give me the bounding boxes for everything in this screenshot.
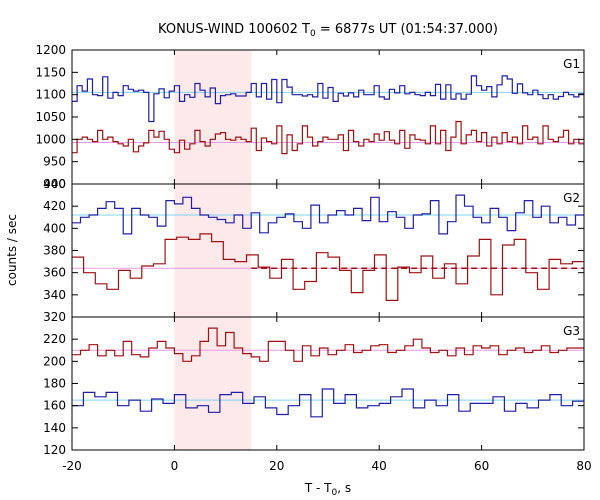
- y-axis-label: counts / sec: [5, 214, 19, 286]
- x-axis-label: T - T0, s: [304, 481, 351, 498]
- y-tick-label: 1100: [35, 88, 66, 102]
- panel-label-g1: G1: [563, 57, 580, 71]
- y-tick-label: 380: [43, 244, 66, 258]
- x-tick-label: 80: [576, 459, 591, 473]
- x-tick-label: 20: [269, 459, 284, 473]
- y-tick-label: 120: [43, 443, 66, 457]
- y-tick-label: 1050: [35, 110, 66, 124]
- series-g3-red: [72, 327, 584, 362]
- highlight-interval: [174, 50, 252, 450]
- y-tick-label: 440: [43, 177, 66, 191]
- y-tick-label: 1150: [35, 65, 66, 79]
- series-g1-blue: [72, 75, 584, 123]
- panel-label-g3: G3: [563, 324, 580, 338]
- y-tick-label: 180: [43, 377, 66, 391]
- series-g2-blue: [72, 194, 584, 235]
- y-tick-label: 360: [43, 266, 66, 280]
- title-subscript: 0: [310, 29, 316, 39]
- panel-frame-g2: [71, 183, 585, 318]
- x-tick-label: 40: [372, 459, 387, 473]
- y-tick-label: 1200: [35, 43, 66, 57]
- panel-frame-g3: [71, 316, 585, 451]
- y-tick-label: 1000: [35, 132, 66, 146]
- y-tick-label: 340: [43, 288, 66, 302]
- x-tick-label: -20: [62, 459, 82, 473]
- chart-title: KONUS-WIND 100602 T0 = 6877s UT (01:54:3…: [158, 22, 498, 39]
- plot-area: 90095010001050110011501200G1320340360380…: [35, 43, 591, 473]
- y-tick-label: 140: [43, 421, 66, 435]
- y-tick-label: 900: [43, 177, 66, 191]
- series-g1-red: [72, 120, 584, 155]
- series-g3-blue: [72, 388, 584, 418]
- y-tick-label: 220: [43, 332, 66, 346]
- y-tick-label: 320: [43, 310, 66, 324]
- x-tick-label: 0: [171, 459, 179, 473]
- y-tick-label: 950: [43, 155, 66, 169]
- y-tick-label: 200: [43, 354, 66, 368]
- x-tick-label: 60: [474, 459, 489, 473]
- series-g2-red: [72, 233, 584, 301]
- y-tick-label: 160: [43, 399, 66, 413]
- panel-label-g2: G2: [563, 191, 580, 205]
- x-label-subscript: 0: [332, 488, 338, 498]
- y-tick-label: 420: [43, 199, 66, 213]
- y-tick-label: 400: [43, 221, 66, 235]
